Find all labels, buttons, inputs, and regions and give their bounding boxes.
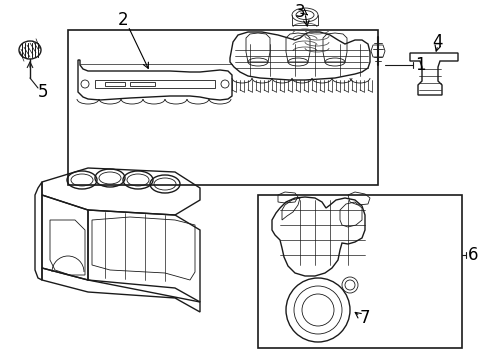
Text: 2: 2 xyxy=(118,11,129,29)
Text: 5: 5 xyxy=(38,83,49,101)
Text: 3: 3 xyxy=(295,3,306,21)
Text: 7: 7 xyxy=(360,309,370,327)
Text: 6: 6 xyxy=(468,246,479,264)
Bar xyxy=(68,30,378,185)
Ellipse shape xyxy=(19,41,41,59)
Bar xyxy=(258,195,462,348)
Text: 1: 1 xyxy=(415,56,426,74)
Text: 4: 4 xyxy=(432,33,442,51)
